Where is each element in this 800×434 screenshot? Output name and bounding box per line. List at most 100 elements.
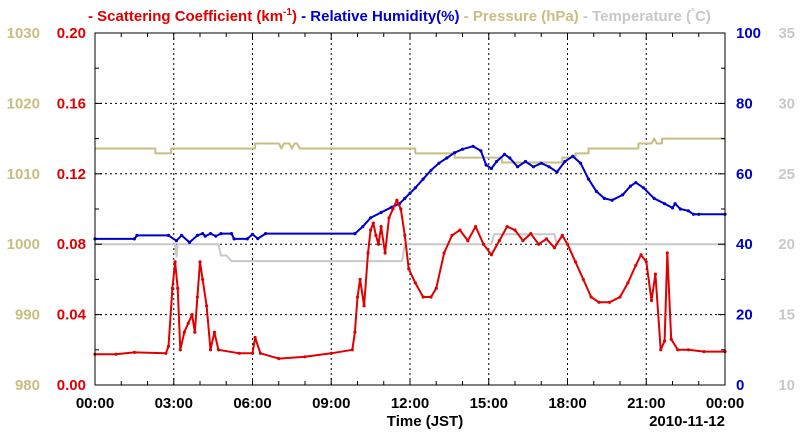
- data-point-scattering: [544, 237, 549, 241]
- data-point-humidity: [195, 233, 199, 237]
- x-tick-label: 09:00: [312, 395, 350, 412]
- legend-prefix: -: [579, 8, 592, 25]
- data-point-scattering: [669, 337, 673, 341]
- humidity-tick-label: 80: [736, 95, 753, 112]
- humidity-tick-label: 100: [736, 25, 761, 42]
- data-point-scattering: [403, 233, 407, 237]
- data-point-humidity: [203, 234, 207, 238]
- temperature-tick-label: 15: [778, 307, 795, 324]
- legend-text: Relative Humidity(%): [310, 8, 459, 25]
- data-point-humidity: [563, 159, 567, 164]
- data-point-humidity: [219, 232, 223, 236]
- data-point-humidity: [621, 193, 625, 197]
- grid: [95, 33, 725, 385]
- scattering-tick-label: 0.12: [57, 166, 86, 183]
- legend-suffix: ): [292, 8, 297, 25]
- data-point-humidity: [670, 206, 675, 210]
- data-point-humidity: [579, 161, 583, 165]
- data-point-humidity: [214, 234, 218, 238]
- series-line-temperature: [95, 233, 725, 263]
- data-point-scattering: [205, 304, 209, 308]
- date-label: 2010-11-12: [649, 413, 725, 430]
- data-point-scattering: [466, 239, 470, 243]
- data-point-humidity: [245, 237, 249, 241]
- data-point-scattering: [573, 260, 578, 264]
- x-tick-label: 18:00: [548, 395, 586, 412]
- x-axis-title: Time (JST): [387, 413, 463, 430]
- data-point-scattering: [618, 295, 622, 299]
- legend: - Scattering Coefficient (km-1) - Relati…: [88, 7, 711, 25]
- data-point-scattering: [176, 286, 180, 290]
- data-point-scattering: [474, 225, 478, 229]
- data-point-humidity: [547, 165, 551, 169]
- legend-text: - Scattering Coefficient (km-1) - Relati…: [88, 7, 711, 25]
- x-tick-label: 06:00: [233, 395, 271, 412]
- data-point-humidity: [135, 233, 139, 237]
- data-point-scattering: [353, 330, 357, 334]
- data-point-scattering: [442, 251, 446, 255]
- data-point-humidity: [571, 154, 575, 158]
- data-point-scattering: [626, 281, 630, 285]
- data-point-scattering: [303, 355, 307, 359]
- legend-sup: °: [691, 7, 695, 18]
- pressure-tick-label: 980: [15, 377, 40, 394]
- data-point-scattering: [639, 253, 643, 257]
- data-point-humidity: [232, 237, 236, 241]
- data-point-humidity: [594, 189, 599, 193]
- data-point-scattering: [434, 286, 438, 290]
- data-point-humidity: [555, 170, 559, 174]
- data-point-scattering: [399, 207, 403, 211]
- data-point-humidity: [686, 209, 690, 213]
- data-point-humidity: [453, 151, 457, 155]
- data-point-scattering: [421, 295, 425, 299]
- legend-suffix: C): [695, 8, 711, 25]
- legend-prefix: -: [460, 8, 473, 25]
- data-point-scattering: [497, 239, 501, 243]
- data-point-humidity: [403, 196, 407, 200]
- legend-entry: - Pressure (hPa): [460, 8, 579, 25]
- pressure-tick-label: 1000: [7, 236, 40, 253]
- data-point-scattering: [458, 228, 462, 232]
- data-point-humidity: [471, 144, 475, 148]
- x-tick-label: 03:00: [155, 395, 193, 412]
- data-point-scattering: [178, 348, 182, 352]
- data-point-scattering: [371, 221, 375, 225]
- data-point-scattering: [208, 348, 213, 352]
- data-point-scattering: [659, 348, 663, 352]
- data-point-humidity: [673, 202, 677, 206]
- data-point-scattering: [350, 348, 354, 352]
- x-tick-label: 12:00: [391, 395, 429, 412]
- data-point-scattering: [170, 286, 174, 290]
- data-point-scattering: [702, 350, 706, 354]
- data-point-scattering: [529, 232, 533, 236]
- data-point-scattering: [521, 239, 525, 243]
- data-point-humidity: [187, 240, 192, 244]
- data-point-scattering: [413, 281, 417, 285]
- x-tick-label: 21:00: [627, 395, 665, 412]
- x-tick-label: 15:00: [470, 395, 508, 412]
- data-point-humidity: [539, 161, 543, 165]
- data-point-scattering: [250, 351, 255, 355]
- data-point-humidity: [628, 184, 633, 188]
- data-point-scattering: [607, 300, 612, 304]
- data-point-humidity: [663, 202, 667, 206]
- pressure-tick-label: 990: [15, 307, 40, 324]
- data-point-scattering: [173, 260, 177, 264]
- data-point-scattering: [253, 335, 257, 340]
- pressure-tick-label: 1010: [7, 166, 40, 183]
- data-point-humidity: [642, 186, 646, 190]
- legend-prefix: -: [297, 8, 310, 25]
- data-point-humidity: [445, 156, 449, 160]
- data-point-humidity: [361, 225, 365, 229]
- data-point-humidity: [250, 232, 255, 236]
- data-point-humidity: [208, 232, 213, 236]
- data-point-scattering: [258, 351, 262, 355]
- data-point-scattering: [216, 348, 220, 352]
- data-point-humidity: [502, 152, 507, 156]
- data-point-humidity: [460, 147, 465, 151]
- data-point-scattering: [552, 246, 557, 250]
- data-point-scattering: [277, 357, 281, 361]
- data-point-scattering: [166, 344, 171, 348]
- data-point-scattering: [395, 198, 399, 202]
